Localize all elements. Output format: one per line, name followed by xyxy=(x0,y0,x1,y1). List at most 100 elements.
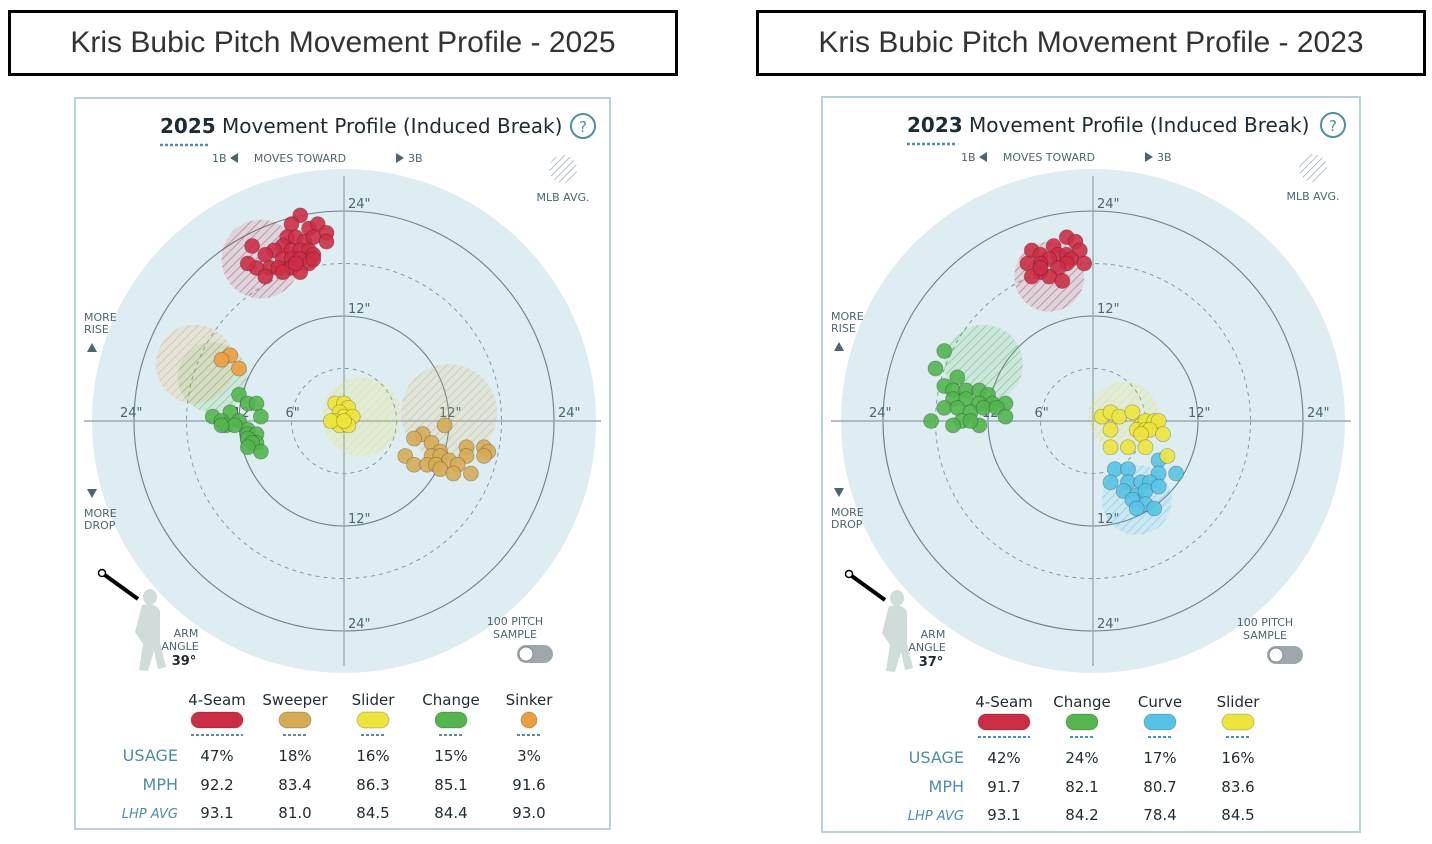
pitch-point-sweeper-14 xyxy=(476,448,492,464)
usage-value-change: 24% xyxy=(1065,749,1098,767)
ring-label-right-24: 24" xyxy=(558,406,581,421)
pitch-point-change-19 xyxy=(997,408,1014,425)
pitch-name-curve: Curve xyxy=(1138,693,1182,711)
ring-label-left-24: 24" xyxy=(869,406,892,421)
mlb-avg-hatch-icon xyxy=(1299,154,1327,182)
pitch-name-change: Change xyxy=(422,691,479,709)
arm-angle-line xyxy=(847,572,887,602)
ring-label-right-24: 24" xyxy=(1307,406,1330,421)
pitch-point-change-17 xyxy=(252,443,269,460)
lhp-avg-value-slider: 84.5 xyxy=(1221,806,1254,824)
rise-arrow-icon xyxy=(87,343,97,352)
more-drop-label-1: MORE xyxy=(831,506,864,519)
usage-value-curve: 17% xyxy=(1143,749,1176,767)
pitch-series-sinker xyxy=(213,347,247,377)
pitch-series-change xyxy=(923,343,1014,434)
pitch-name-change: Change xyxy=(1053,693,1110,711)
headline-2025: Kris Bubic Pitch Movement Profile - 2025 xyxy=(8,10,678,76)
sample-toggle[interactable] xyxy=(517,645,553,663)
pitch-point-slider-4 xyxy=(1124,404,1141,421)
lhp-avg-value-curve: 78.4 xyxy=(1143,806,1176,824)
mph-value-slider: 86.3 xyxy=(356,776,389,794)
pitch-point-change-18 xyxy=(239,439,256,456)
pitch-point-slider-11 xyxy=(336,413,352,429)
pitch-point-change-1 xyxy=(936,343,953,359)
pitch-series-slider xyxy=(1093,404,1176,464)
pitch-point-slider-15 xyxy=(1102,439,1119,456)
pitch-swatch-sinker xyxy=(520,711,538,729)
drop-arrow-icon xyxy=(87,489,97,498)
help-icon-glyph: ? xyxy=(579,118,587,136)
row-label-usage: USAGE xyxy=(909,748,964,767)
moves-toward-label: MOVES TOWARD xyxy=(1003,151,1095,164)
arrow-right-icon xyxy=(1145,152,1153,162)
mph-value-4-seam: 92.2 xyxy=(200,776,233,794)
pitch-point-curve-13 xyxy=(1150,478,1167,495)
pitch-swatch-change xyxy=(434,711,468,729)
direction-1b-label: 1B xyxy=(212,152,227,165)
direction-1b-label: 1B xyxy=(961,151,976,164)
pitch-name-slider: Slider xyxy=(352,691,396,709)
pitch-name-4-seam: 4-Seam xyxy=(975,693,1033,711)
ring-label-top-24: 24" xyxy=(348,197,371,212)
mph-value-change: 85.1 xyxy=(434,776,467,794)
ring-label-top-24: 24" xyxy=(1097,197,1120,212)
pitch-point-slider-16 xyxy=(1120,439,1136,456)
pitch-point-change-9 xyxy=(252,408,269,425)
pitch-point-4-seam-17 xyxy=(257,246,274,263)
pitch-point-change-3 xyxy=(949,369,966,386)
chart-title: 2023 Movement Profile (Induced Break) xyxy=(907,113,1309,137)
pitch-point-curve-6 xyxy=(1102,474,1119,491)
usage-value-sweeper: 18% xyxy=(278,747,311,765)
pitch-swatch-slider xyxy=(1221,713,1255,731)
pitch-point-4-seam-31 xyxy=(287,255,304,272)
chart-svg: 2025 Movement Profile (Induced Break) ? MO… xyxy=(84,113,601,822)
pitch-name-sinker: Sinker xyxy=(506,691,554,709)
row-label-mph: MPH xyxy=(143,775,178,794)
drop-arrow-icon xyxy=(834,488,844,497)
arm-angle-label-2: ANGLE xyxy=(908,641,945,654)
pitch-point-sweeper-18 xyxy=(432,461,449,478)
sample-label-2: SAMPLE xyxy=(493,628,537,641)
pitcher-silhouette-icon xyxy=(844,569,913,672)
lhp-avg-value-change: 84.4 xyxy=(434,804,467,822)
ring-label-top-12: 12" xyxy=(348,302,371,317)
lhp-avg-value-4-seam: 93.1 xyxy=(200,804,233,822)
arrow-left-icon xyxy=(230,153,238,163)
pitch-point-slider-18 xyxy=(1159,448,1176,464)
help-icon[interactable]: ? xyxy=(1320,112,1346,138)
pitch-name-4-seam: 4-Seam xyxy=(188,691,246,709)
lhp-avg-value-sweeper: 81.0 xyxy=(278,804,311,822)
pitch-point-4-seam-10 xyxy=(318,233,335,250)
pitch-swatch-slider xyxy=(356,711,390,729)
rise-arrow-icon xyxy=(834,342,844,351)
sample-label-1: 100 PITCH xyxy=(1237,616,1293,629)
pitch-point-curve-16 xyxy=(1128,500,1145,517)
movement-profile-card-2023: 2023 Movement Profile (Induced Break)? MO… xyxy=(821,96,1361,833)
mlb-avg-hatch-icon xyxy=(549,155,577,183)
usage-value-4-seam: 47% xyxy=(200,747,233,765)
ring-label-bottom-24: 24" xyxy=(1097,617,1120,632)
mlb-avg-area-sinker xyxy=(155,324,235,404)
pitch-swatch-sweeper xyxy=(278,711,312,729)
ring-label-top-12: 12" xyxy=(1097,302,1120,317)
pitch-point-slider-9 xyxy=(1102,421,1119,438)
sample-label-1: 100 PITCH xyxy=(487,615,543,628)
sample-toggle[interactable] xyxy=(1267,646,1303,664)
pitch-point-4-seam-11 xyxy=(1076,255,1093,272)
arm-angle-label-1: ARM xyxy=(921,628,946,641)
moves-toward-label: MOVES TOWARD xyxy=(254,152,346,165)
mlb-avg-label: MLB AVG. xyxy=(536,191,589,204)
arm-angle-label-1: ARM xyxy=(174,627,199,640)
pitch-point-sweeper-21 xyxy=(462,465,479,482)
help-icon[interactable]: ? xyxy=(570,113,596,139)
pitch-point-slider-3 xyxy=(1111,408,1128,425)
pitch-point-4-seam-18 xyxy=(244,238,261,254)
pitch-series-4-seam xyxy=(239,207,335,285)
row-label-usage: USAGE xyxy=(123,746,178,765)
more-rise-label-2: RISE xyxy=(84,323,109,336)
row-label-mph: MPH xyxy=(929,777,964,796)
pitch-point-4-seam-9 xyxy=(305,229,322,246)
chart-title: 2025 Movement Profile (Induced Break) xyxy=(160,114,562,138)
direction-3b-label: 3B xyxy=(408,152,423,165)
